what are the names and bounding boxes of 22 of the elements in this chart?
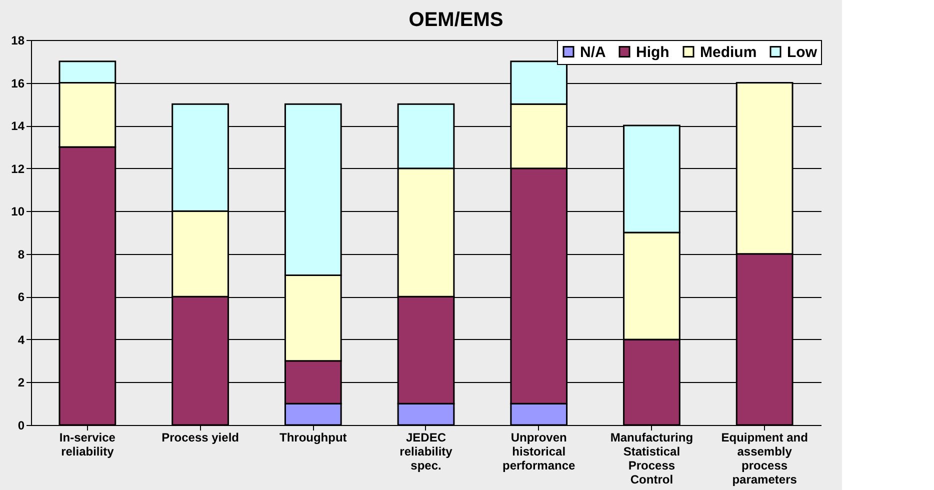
x-tick-label: Manufacturing Statistical Process Control: [610, 430, 694, 486]
x-tick-label: Throughput: [279, 430, 347, 444]
y-tick-label: 0: [18, 418, 25, 432]
y-tick-label: 10: [11, 204, 25, 219]
y-tick-label: 12: [11, 162, 25, 176]
legend-label: N/A: [580, 44, 606, 61]
y-tick-label: 2: [18, 376, 25, 390]
chart-title: OEM/EMS: [408, 9, 504, 31]
x-tick-label: In-service reliability: [59, 430, 116, 458]
y-tick-label: 8: [18, 247, 25, 262]
y-tick-label: 4: [18, 332, 25, 347]
x-tick-label: Equipment and assembly process parameters: [721, 430, 808, 486]
legend-label: Low: [787, 44, 818, 61]
y-tick-label: 16: [11, 76, 25, 90]
x-tick-label: Process yield: [162, 430, 239, 444]
legend-label: High: [636, 44, 670, 61]
x-tick-label: JEDEC reliability spec.: [400, 430, 453, 472]
legend-label: Medium: [700, 44, 757, 61]
x-tick-label: Unproven historical performance: [502, 430, 576, 472]
y-tick-label: 6: [18, 290, 25, 304]
y-tick-label: 18: [11, 34, 25, 48]
y-tick-label: 14: [11, 119, 25, 134]
